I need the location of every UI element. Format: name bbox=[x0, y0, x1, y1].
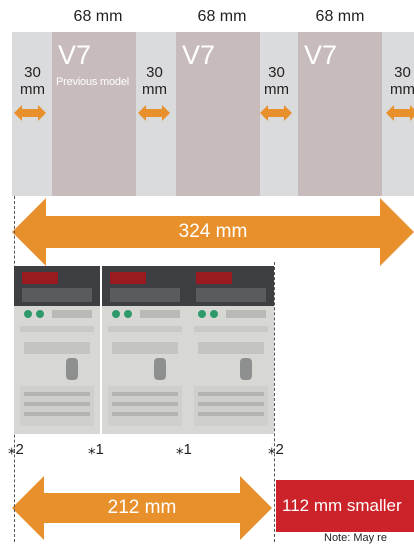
right-guide-line bbox=[274, 262, 275, 542]
model-name-3: V7 bbox=[304, 40, 338, 70]
width-label-2: 68 mm bbox=[197, 8, 247, 25]
previous-model-label: Previous model bbox=[56, 76, 130, 88]
marker-middle-2: ⁎1 bbox=[176, 441, 192, 458]
width-label-1: 68 mm bbox=[73, 8, 123, 25]
gap-arrow-3 bbox=[260, 105, 292, 121]
previous-model-unit-2 bbox=[176, 32, 260, 196]
marker-middle-1: ⁎1 bbox=[88, 441, 104, 458]
gap-value: 30 bbox=[394, 64, 411, 81]
gap-unit: mm bbox=[142, 81, 167, 98]
gap-value: 30 bbox=[24, 64, 41, 81]
model-name-2: V7 bbox=[182, 40, 216, 70]
new-total-label: 212 mm bbox=[107, 497, 177, 518]
reduction-badge bbox=[276, 480, 414, 532]
footnote: Note: May re bbox=[324, 532, 387, 544]
gap-unit: mm bbox=[20, 81, 45, 98]
gap-label-4: 30 mm bbox=[390, 64, 414, 98]
gap-arrow-2 bbox=[138, 105, 170, 121]
drive-unit-3 bbox=[188, 266, 274, 434]
gap-arrow-1 bbox=[14, 105, 46, 121]
marker-left: ⁎2 bbox=[8, 441, 24, 458]
gap-arrow-4 bbox=[386, 105, 414, 121]
gap-unit: mm bbox=[264, 81, 289, 98]
previous-model-unit-3 bbox=[298, 32, 382, 196]
previous-model-unit-1 bbox=[52, 32, 136, 196]
gap-value: 30 bbox=[268, 64, 285, 81]
gap-label-2: 30 mm bbox=[142, 64, 167, 98]
old-total-label: 324 mm bbox=[178, 221, 248, 242]
old-total-arrow bbox=[12, 198, 414, 266]
width-label-3: 68 mm bbox=[315, 8, 365, 25]
gap-label-1: 30 mm bbox=[20, 64, 45, 98]
model-name-1: V7 bbox=[58, 40, 92, 70]
new-total-arrow bbox=[12, 476, 272, 540]
reduction-label: 112 mm smaller bbox=[282, 496, 402, 515]
drive-unit-2 bbox=[102, 266, 188, 434]
gap-label-3: 30 mm bbox=[264, 64, 289, 98]
gap-value: 30 bbox=[146, 64, 163, 81]
gap-unit: mm bbox=[390, 81, 414, 98]
marker-right: ⁎2 bbox=[268, 441, 284, 458]
drive-unit-1 bbox=[14, 266, 100, 434]
